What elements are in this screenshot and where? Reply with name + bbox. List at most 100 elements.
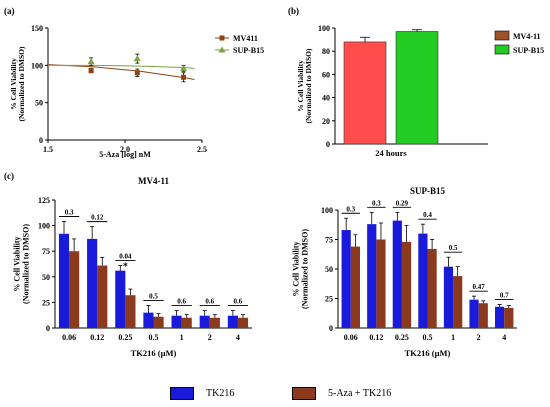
c2-bar-1 [350, 246, 360, 328]
b-ytick-label: 20 [322, 117, 330, 126]
b-ylabel: % Cell Viability(Normalized to DMSO) [296, 48, 313, 123]
b-ytick-label: 60 [322, 70, 330, 79]
b-legend-swatch-0 [494, 30, 510, 41]
c2-xtick-label: 0.5 [423, 333, 433, 342]
b-ytick-label: 40 [322, 94, 330, 103]
a-xtick-label: 2.5 [197, 145, 207, 154]
c1-sig-pvalue: 0.6 [234, 298, 243, 306]
b-ytick-label: 80 [322, 47, 330, 56]
c2-xtick-label: 0.12 [369, 333, 383, 342]
b-xlabel: 24 hours [375, 148, 407, 158]
c1-xtick-label: 1 [180, 333, 184, 342]
c1-sig-pvalue: 0.5 [149, 292, 158, 300]
c1-xtick-label: 4 [236, 333, 240, 342]
c1-bar-0 [171, 315, 182, 328]
a-ytick-label: 100 [31, 61, 43, 70]
c2-sig-pvalue: 0.5 [449, 244, 458, 252]
a-point-0 [134, 70, 140, 76]
c2-bar-1 [504, 307, 514, 328]
c1-ytick-label: 75 [42, 247, 50, 256]
c1-bar-0 [87, 238, 98, 328]
a-fit-0 [47, 64, 195, 81]
c2-bar-0 [341, 230, 351, 328]
a-legend-label-0: MV411 [233, 34, 258, 43]
c2-sig-pvalue: 0.7 [500, 291, 509, 299]
c2-bar-0 [392, 220, 402, 328]
c2-sig-pvalue: 0.47 [473, 283, 486, 291]
legend-swatch-aza-tk216 [292, 387, 316, 400]
chart-a: 0 50 100 150 1.5 2.0 2.5 5-Aza [log] nM % Cell V… [9, 24, 264, 159]
c1-bar-1 [181, 317, 192, 328]
c1-bar-1 [69, 251, 80, 328]
c2-xtick-label: 4 [502, 333, 506, 342]
c1-title: MV4-11 [138, 176, 169, 186]
c1-xtick-label: 0.5 [149, 333, 159, 342]
c1-bar-0 [227, 315, 238, 328]
c1-ytick-label: 25 [42, 298, 50, 307]
c1-bar-0 [58, 233, 70, 328]
c2-sig-pvalue: 0.3 [346, 205, 355, 213]
a-fit-1 [48, 64, 195, 69]
c2-sig-pvalue: 0.29 [396, 199, 409, 207]
c2-bar-0 [495, 306, 505, 328]
c2-xlabel: TK216 (µM) [405, 348, 451, 358]
legend-item-aza-tk216: 5-Aza + TK216 [292, 387, 391, 400]
legend-label-tk216: TK216 [206, 388, 235, 399]
c1-xtick-label: 0.12 [90, 333, 104, 342]
c1-ytick-label: 125 [38, 196, 50, 205]
c1-xtick-label: 2 [208, 333, 212, 342]
c2-bar-1 [427, 248, 437, 328]
c2-ytick-label: 50 [325, 265, 333, 274]
legend-swatch-tk216 [170, 387, 194, 400]
a-ytick-label: 150 [31, 24, 43, 33]
c2-sig-pvalue: 0.3 [372, 199, 381, 207]
a-point-1 [180, 64, 188, 71]
c2-ytick-label: 100 [321, 206, 333, 215]
a-point-1 [133, 55, 141, 62]
c2-xtick-label: 0.06 [344, 333, 358, 342]
c1-bar-1 [153, 316, 164, 328]
b-bar-0 [343, 41, 387, 145]
c2-bar-1 [401, 241, 412, 328]
a-ylabel: % Cell Viability(Normalized to DMSO) [9, 46, 26, 121]
c1-ytick-label: 100 [38, 222, 50, 231]
chart-c-mv411: MV4-11 0 25 50 75 100 125 % Cell Viability(Norm… [13, 176, 252, 358]
c2-ytick-label: 25 [325, 295, 333, 304]
c2-ytick-label: 75 [325, 236, 333, 245]
c1-xlabel: TK216 (µM) [131, 348, 177, 358]
legend-label-aza-tk216: 5-Aza + TK216 [328, 388, 392, 399]
chart-c-supb15: SUP-B15 0 25 50 75 100 % Cell Viability(Normal… [292, 186, 517, 358]
c1-sig-pvalue: 0.04 [119, 253, 132, 261]
b-legend-label-1: SUP-B15 [513, 46, 544, 55]
c1-bar-0 [199, 315, 210, 328]
c2-xtick-label: 1 [451, 333, 455, 342]
c1-sig-star: * [123, 262, 128, 273]
a-xtick-label: 1.5 [43, 145, 53, 154]
c1-xtick-label: 0.06 [62, 333, 76, 342]
legend-item-tk216: TK216 [170, 387, 234, 400]
c1-xtick-label: 0.25 [118, 333, 132, 342]
a-point-1 [87, 58, 95, 65]
panel-label-b: (b) [288, 6, 299, 16]
a-point-0 [88, 68, 94, 74]
a-legend-marker-1 [218, 46, 226, 53]
c1-sig-pvalue: 0.6 [177, 298, 186, 306]
b-ytick-label: 0 [326, 140, 330, 149]
panel-label-c: (c) [4, 171, 14, 181]
panel-label-a: (a) [4, 6, 15, 16]
c1-ylabel: % Cell Viability(Normalized to DMSO) [13, 224, 31, 304]
c1-bar-0 [115, 270, 126, 328]
a-xlabel: 5-Aza [log] nM [99, 150, 151, 159]
chart-b: 0 20 40 60 80 100 % Cell Viability(Normalized … [296, 24, 544, 158]
c1-sig-pvalue: 0.6 [205, 298, 214, 306]
c2-ylabel: % Cell Viability(Normalized to DMSO) [292, 229, 310, 309]
c2-bar-0 [443, 266, 454, 328]
c1-sig-pvalue: 0.3 [65, 209, 74, 217]
c1-bar-0 [143, 312, 154, 328]
c2-sig-pvalue: 0.4 [423, 211, 432, 219]
a-legend-label-1: SUP-B15 [233, 46, 264, 55]
c2-bar-1 [453, 276, 463, 328]
c2-bar-1 [376, 239, 386, 328]
c1-bar-1 [209, 317, 220, 328]
